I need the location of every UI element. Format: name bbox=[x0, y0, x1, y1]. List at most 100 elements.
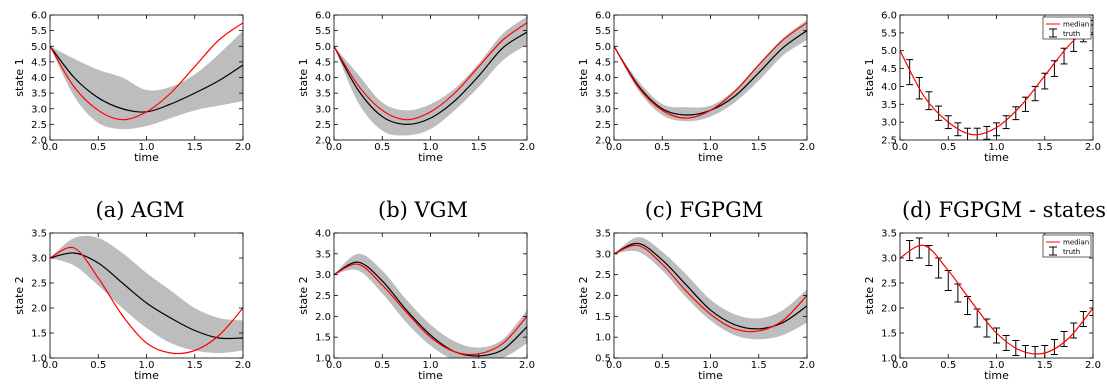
caption-d: (d) FGPGM - states bbox=[902, 198, 1106, 222]
uncertainty-band bbox=[614, 19, 807, 122]
y-axis-label: state 2 bbox=[863, 276, 876, 314]
caption-c: (c) FGPGM bbox=[645, 198, 764, 222]
y-tick-label: 2.5 bbox=[595, 120, 611, 131]
axes-frame bbox=[613, 14, 808, 141]
x-axis-label: time bbox=[418, 369, 443, 382]
estimate-line bbox=[334, 31, 527, 125]
y-tick-label: 3.5 bbox=[315, 249, 331, 260]
x-tick-label: 0.0 bbox=[606, 142, 622, 153]
error-bar bbox=[925, 91, 933, 111]
y-tick-label: 6.0 bbox=[881, 11, 897, 22]
y-axis-label: state 1 bbox=[13, 58, 26, 96]
truth-line bbox=[334, 22, 527, 121]
y-tick-label: 3.5 bbox=[31, 229, 47, 240]
error-bar bbox=[1070, 322, 1078, 339]
y-tick-label: 6.0 bbox=[31, 11, 47, 22]
x-tick-label: 2.0 bbox=[1085, 142, 1101, 153]
y-tick-label: 2.0 bbox=[881, 304, 897, 315]
x-axis-label: time bbox=[418, 151, 443, 164]
y-axis-label: state 2 bbox=[577, 276, 590, 314]
uncertainty-band bbox=[614, 237, 807, 340]
x-tick-label: 2.0 bbox=[1085, 360, 1101, 371]
legend-median-label: median bbox=[1063, 239, 1089, 247]
uncertainty-band bbox=[334, 253, 527, 358]
y-tick-label: 2.0 bbox=[315, 312, 331, 323]
panel-c-state1: 0.0 0.5 1.0 1.5 2.0 2.0 2.5 3.0 3.5 4.0 4.5 5.0 5.5 6… bbox=[577, 11, 815, 165]
x-tick-label: 0.0 bbox=[326, 360, 342, 371]
x-axis-label: time bbox=[698, 369, 723, 382]
x-tick-label: 1.5 bbox=[187, 142, 203, 153]
x-tick-label: 1.0 bbox=[703, 142, 719, 153]
panel-d-state1: 0.0 0.5 1.0 1.5 2.0 2.5 3.0 3.5 4.0 4.5 5.0 5.5 6.0 t… bbox=[863, 11, 1101, 165]
y-tick-label: 1.5 bbox=[881, 329, 897, 340]
y-tick-label: 6.0 bbox=[315, 11, 331, 22]
y-tick-label: 1.0 bbox=[881, 354, 897, 365]
x-tick-label: 1.5 bbox=[751, 142, 767, 153]
legend-truth-label: truth bbox=[1063, 248, 1080, 256]
panels: 0.0 0.5 1.0 1.5 2.0 2.0 2.5 3.0 3.5 4.0 4.5 5.0 5.5 6… bbox=[13, 11, 1101, 383]
y-tick-label: 4.5 bbox=[881, 64, 897, 75]
y-tick-label: 5.5 bbox=[881, 28, 897, 39]
y-axis-label: state 2 bbox=[297, 276, 310, 314]
plot-area bbox=[900, 19, 1093, 140]
y-tick-label: 3.0 bbox=[881, 254, 897, 265]
truth-line bbox=[614, 22, 807, 119]
y-tick-label: 5.5 bbox=[315, 26, 331, 37]
y-tick-label: 1.5 bbox=[595, 312, 611, 323]
plot-area bbox=[50, 235, 243, 355]
truth-line bbox=[334, 263, 527, 356]
x-tick-label: 0.0 bbox=[42, 360, 58, 371]
estimate-line bbox=[334, 261, 527, 357]
panel-a-state2: 0.0 0.5 1.0 1.5 2.0 1.0 1.5 2.0 2.5 3.0 3.5 time sta… bbox=[13, 229, 251, 383]
y-tick-label: 1.5 bbox=[31, 329, 47, 340]
x-tick-label: 1.0 bbox=[989, 142, 1005, 153]
x-tick-label: 0.0 bbox=[892, 360, 908, 371]
x-tick-label: 2.0 bbox=[799, 360, 815, 371]
x-tick-label: 0.0 bbox=[892, 142, 908, 153]
x-axis-label: time bbox=[134, 369, 159, 382]
x-tick-label: 0.5 bbox=[374, 142, 390, 153]
y-tick-label: 3.0 bbox=[31, 254, 47, 265]
y-tick-label: 4.0 bbox=[31, 73, 47, 84]
y-tick-label: 3.5 bbox=[595, 89, 611, 100]
y-tick-label: 3.0 bbox=[595, 104, 611, 115]
y-tick-label: 2.5 bbox=[315, 120, 331, 131]
x-tick-label: 0.0 bbox=[606, 360, 622, 371]
y-tick-label: 6.0 bbox=[595, 11, 611, 22]
y-tick-label: 4.0 bbox=[315, 73, 331, 84]
y-tick-label: 5.0 bbox=[315, 42, 331, 53]
y-tick-label: 2.5 bbox=[595, 270, 611, 281]
x-tick-label: 1.5 bbox=[1037, 360, 1053, 371]
x-tick-label: 1.5 bbox=[471, 360, 487, 371]
x-tick-label: 1.0 bbox=[423, 142, 439, 153]
x-tick-label: 1.0 bbox=[989, 360, 1005, 371]
y-tick-label: 5.0 bbox=[595, 42, 611, 53]
error-bar bbox=[1050, 339, 1058, 355]
truth-line bbox=[614, 244, 807, 333]
error-bar bbox=[1060, 331, 1068, 347]
y-tick-label: 2.0 bbox=[31, 136, 47, 147]
y-tick-label: 5.5 bbox=[595, 26, 611, 37]
y-tick-label: 4.5 bbox=[315, 57, 331, 68]
y-tick-label: 2.5 bbox=[31, 120, 47, 131]
legend-median-label: median bbox=[1063, 21, 1089, 29]
x-tick-label: 1.5 bbox=[187, 360, 203, 371]
panel-b-state2: 0.0 0.5 1.0 1.5 2.0 1.0 1.5 2.0 2.5 3.0 3.5 4.0 time… bbox=[297, 229, 535, 383]
truth-line bbox=[900, 244, 1093, 355]
error-bar bbox=[906, 59, 914, 86]
y-tick-label: 3.5 bbox=[881, 100, 897, 111]
y-tick-label: 3.5 bbox=[881, 229, 897, 240]
y-axis-label: state 2 bbox=[13, 276, 26, 314]
y-axis-label: state 1 bbox=[863, 58, 876, 96]
y-tick-label: 5.5 bbox=[31, 26, 47, 37]
plot-area bbox=[334, 253, 527, 358]
plot-area bbox=[334, 16, 527, 136]
x-tick-label: 0.5 bbox=[940, 360, 956, 371]
error-bar bbox=[1002, 335, 1010, 351]
y-tick-label: 2.0 bbox=[595, 291, 611, 302]
legend-box bbox=[1042, 234, 1092, 258]
plot-area bbox=[614, 19, 807, 122]
x-tick-label: 0.5 bbox=[654, 360, 670, 371]
x-tick-label: 0.5 bbox=[90, 142, 106, 153]
